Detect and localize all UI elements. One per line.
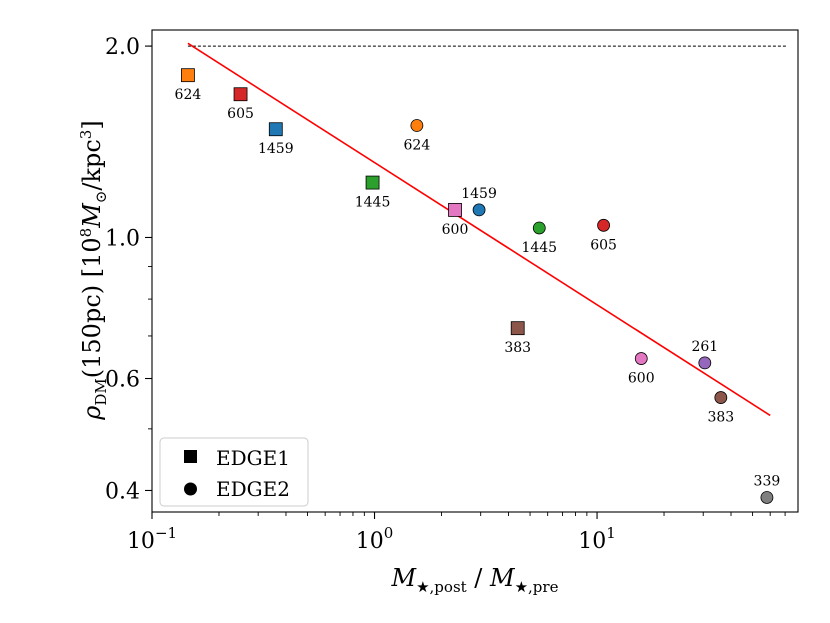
data-points: 624 605 1459 1445 600 383 624 1459 1445 605 600 261… bbox=[175, 68, 781, 504]
edge2-circle-point bbox=[760, 491, 774, 504]
legend-square-marker bbox=[184, 450, 197, 463]
edge2-circle-point bbox=[597, 218, 610, 232]
fit-line-group bbox=[187, 42, 771, 417]
y-tick-label: 1.0 bbox=[105, 226, 140, 251]
point-label: 605 bbox=[227, 106, 254, 122]
legend-circle-marker bbox=[184, 482, 197, 496]
point-label: 1445 bbox=[521, 240, 557, 256]
point-label: 624 bbox=[404, 138, 431, 154]
y-tick-label: 0.6 bbox=[105, 368, 140, 393]
point-label: 261 bbox=[691, 339, 718, 355]
y-tick-label: 0.4 bbox=[105, 479, 140, 504]
point-label: 600 bbox=[628, 371, 655, 387]
legend: EDGE1 EDGE2 bbox=[159, 437, 309, 507]
point-label: 339 bbox=[754, 473, 781, 489]
fit-line bbox=[187, 42, 771, 417]
plot-frame bbox=[151, 29, 799, 513]
edge1-square-point bbox=[233, 87, 248, 102]
x-tick-label: 100 bbox=[356, 524, 394, 554]
edge1-square-point bbox=[181, 68, 195, 83]
edge2-circle-point bbox=[634, 352, 648, 365]
x-tick-label: 10−1 bbox=[127, 524, 177, 554]
edge2-circle-point bbox=[698, 356, 712, 370]
point-label: 383 bbox=[707, 410, 734, 426]
axis-ticks: 10−1 100 101 0.4 0.6 1.0 2.0 bbox=[105, 35, 786, 554]
point-label: 1445 bbox=[355, 195, 391, 211]
edge1-square-point bbox=[510, 321, 525, 336]
point-label: 383 bbox=[504, 340, 531, 356]
edge2-circle-point bbox=[714, 391, 728, 404]
point-label: 624 bbox=[175, 87, 202, 103]
x-tick-label: 101 bbox=[578, 524, 616, 554]
edge2-circle-point bbox=[532, 221, 546, 235]
point-label: 605 bbox=[590, 237, 617, 253]
edge2-circle-point bbox=[472, 203, 486, 217]
point-label: 1459 bbox=[258, 141, 294, 157]
y-tick-label: 2.0 bbox=[105, 35, 140, 60]
edge1-square-point bbox=[448, 203, 462, 217]
edge2-circle-point bbox=[410, 119, 424, 132]
legend-label-edge2: EDGE2 bbox=[216, 477, 290, 501]
edge1-square-point bbox=[365, 175, 380, 190]
edge1-square-point bbox=[268, 122, 283, 137]
point-label: 600 bbox=[442, 222, 469, 238]
y-axis-label: ρDM(150pc) [108M⊙/kpc3] bbox=[77, 120, 110, 420]
point-label: 1459 bbox=[461, 186, 497, 202]
legend-label-edge1: EDGE1 bbox=[216, 446, 290, 470]
